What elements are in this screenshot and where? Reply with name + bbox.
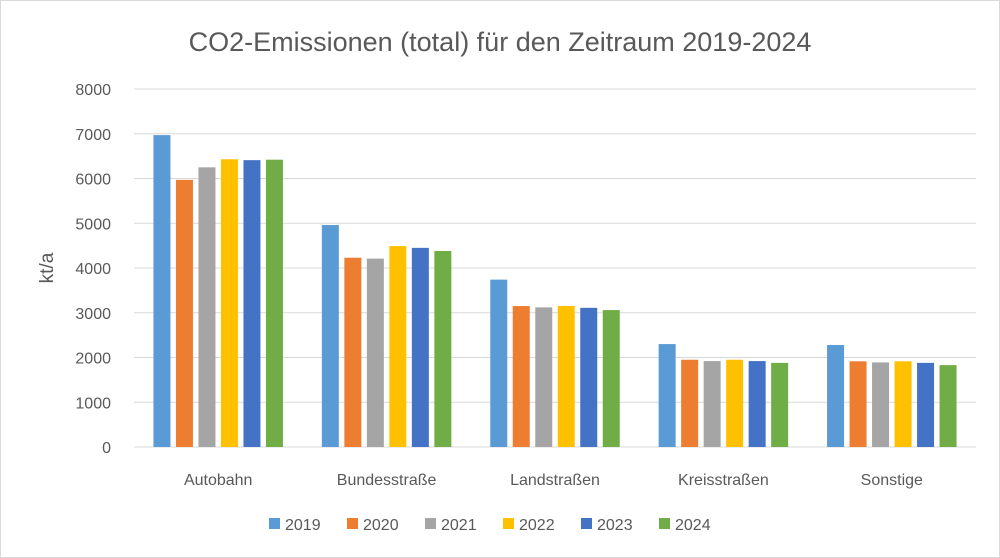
legend-label: 2022 bbox=[519, 517, 555, 534]
bar-2021 bbox=[366, 258, 384, 447]
bar-2022 bbox=[220, 159, 238, 447]
x-tick-label: Bundesstraße bbox=[337, 472, 437, 489]
y-tick-label: 8000 bbox=[75, 82, 111, 99]
bar-2019 bbox=[321, 225, 339, 447]
legend-swatch-2021 bbox=[425, 518, 436, 529]
bar-2020 bbox=[512, 306, 530, 447]
bar-2022 bbox=[894, 361, 912, 447]
bar-2023 bbox=[243, 160, 261, 447]
bar-2019 bbox=[153, 135, 171, 447]
legend-swatch-2020 bbox=[347, 518, 358, 529]
bar-2024 bbox=[771, 362, 789, 447]
legend-swatch-2023 bbox=[581, 518, 592, 529]
x-tick-label: Sonstige bbox=[861, 472, 923, 489]
y-tick-label: 3000 bbox=[75, 306, 111, 323]
y-tick-label: 2000 bbox=[75, 351, 111, 368]
bar-2020 bbox=[175, 179, 193, 447]
y-tick-label: 6000 bbox=[75, 172, 111, 189]
bar-2019 bbox=[658, 344, 676, 447]
bar-2023 bbox=[580, 307, 598, 447]
legend-swatch-2019 bbox=[269, 518, 280, 529]
bar-2020 bbox=[344, 257, 362, 447]
y-tick-label: 4000 bbox=[75, 261, 111, 278]
bar-2022 bbox=[389, 246, 407, 447]
bar-2024 bbox=[265, 159, 283, 447]
bar-2021 bbox=[198, 167, 216, 447]
bar-2020 bbox=[681, 359, 699, 447]
x-tick-label: Kreisstraßen bbox=[678, 472, 769, 489]
x-tick-label: Landstraßen bbox=[510, 472, 600, 489]
y-tick-label: 5000 bbox=[75, 216, 111, 233]
y-tick-label: 7000 bbox=[75, 127, 111, 144]
bar-2021 bbox=[535, 307, 553, 447]
bar-2024 bbox=[602, 310, 620, 447]
legend-label: 2020 bbox=[363, 517, 399, 534]
legend-swatch-2024 bbox=[659, 518, 670, 529]
bar-2022 bbox=[557, 306, 575, 447]
bar-2021 bbox=[703, 361, 721, 447]
bar-2024 bbox=[939, 365, 957, 447]
bar-2022 bbox=[726, 359, 744, 447]
y-axis-label: kt/a bbox=[37, 252, 58, 283]
legend-label: 2024 bbox=[675, 517, 711, 534]
bar-2023 bbox=[411, 247, 429, 447]
legend-label: 2023 bbox=[597, 517, 633, 534]
bar-2024 bbox=[434, 250, 452, 447]
bar-2019 bbox=[827, 344, 845, 447]
bar-2019 bbox=[490, 279, 508, 447]
bar-2023 bbox=[917, 362, 935, 447]
x-tick-label: Autobahn bbox=[184, 472, 253, 489]
y-tick-label: 0 bbox=[102, 440, 111, 457]
y-tick-label: 1000 bbox=[75, 395, 111, 412]
legend-swatch-2022 bbox=[503, 518, 514, 529]
bar-2020 bbox=[849, 361, 867, 447]
bar-2023 bbox=[748, 361, 766, 447]
bar-2021 bbox=[872, 362, 890, 447]
chart-title: CO2-Emissionen (total) für den Zeitraum … bbox=[188, 27, 812, 57]
legend-label: 2019 bbox=[285, 517, 321, 534]
legend-label: 2021 bbox=[441, 517, 477, 534]
